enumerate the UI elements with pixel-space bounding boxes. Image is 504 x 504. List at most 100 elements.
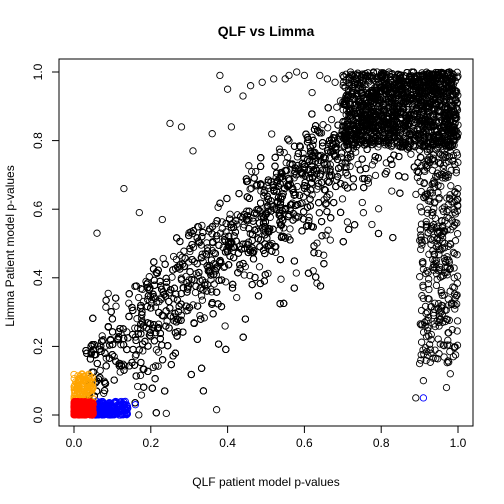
data-point [445,214,453,222]
data-point [198,233,206,241]
data-point [450,264,458,272]
data-point [388,70,396,78]
data-point [328,171,336,180]
data-point [395,152,403,161]
data-point [366,102,374,110]
data-point [444,171,453,179]
data-point [362,134,371,142]
data-point [313,167,321,175]
data-point [327,135,336,144]
data-point [255,219,264,227]
data-point [98,337,106,345]
data-point [445,358,453,366]
data-point [101,379,109,387]
data-point [430,199,439,207]
data-point [360,174,369,183]
data-point [316,282,325,290]
data-point [210,270,218,279]
data-point [112,302,120,310]
data-point [434,235,442,243]
data-point [453,230,462,238]
data-point [294,149,303,158]
data-point [452,197,460,205]
data-point [198,221,206,230]
data-point [86,355,95,363]
data-point [300,184,309,193]
data-point [344,154,352,162]
data-point [155,298,163,306]
data-point [285,211,293,219]
data-point [278,192,286,201]
data-point [341,134,350,142]
data-point [433,169,441,177]
data-point [430,88,438,96]
data-point [416,146,424,154]
data-point [341,181,349,189]
data-point [102,342,110,350]
data-point [310,125,319,134]
data-point [315,179,323,188]
data-point [351,102,359,110]
data-point [451,208,459,216]
data-point [286,176,294,184]
data-point [345,225,353,234]
data-point [203,287,211,295]
data-point [451,301,459,309]
data-point [322,231,330,239]
data-point [362,111,370,119]
data-point [362,86,371,95]
data-point [323,166,331,174]
data-point [423,122,432,130]
data-point [215,241,223,249]
data-point [161,387,169,395]
data-point [104,322,112,331]
data-point [305,174,314,182]
data-point [436,263,444,271]
data-point [454,121,462,129]
data-point [453,272,462,280]
data-point [416,73,425,81]
data-point [289,216,297,224]
data-point [170,284,179,292]
data-point [150,276,159,284]
data-point [363,145,371,154]
data-point [319,121,327,129]
data-point [368,140,377,149]
data-point [222,345,230,354]
data-point [153,269,161,277]
data-point [137,358,145,367]
data-point [299,149,307,158]
data-point [453,190,461,198]
data-point [137,330,145,338]
data-point [204,267,213,275]
data-point [302,130,310,138]
data-point [417,78,426,86]
data-point [143,284,152,292]
data-point [386,134,394,143]
data-point [324,226,332,234]
data-point [272,169,281,177]
data-point [214,340,223,348]
data-point [198,276,206,284]
data-point [217,259,225,267]
data-point [290,257,299,265]
data-point [197,364,206,372]
data-point [144,342,152,350]
data-point [158,356,167,364]
data-point [199,228,207,237]
data-point [346,150,355,158]
data-point [349,82,357,91]
data-point [305,217,313,225]
data-point [253,180,261,189]
data-point [443,120,452,129]
data-point [236,261,244,269]
data-point [186,247,194,256]
data-point [135,293,143,302]
data-point [436,340,444,348]
data-point [137,391,146,399]
data-point [151,303,160,311]
data-point [454,91,462,99]
data-point [374,122,382,130]
data-point [308,133,316,141]
data-point [375,80,384,88]
